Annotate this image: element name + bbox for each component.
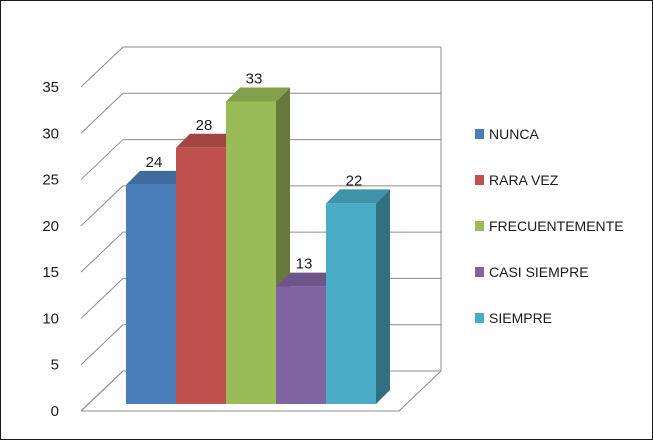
y-tick-label: 15	[42, 264, 59, 281]
legend-swatch	[475, 313, 484, 323]
bar-front	[226, 101, 276, 404]
bar-top	[226, 87, 290, 102]
gridline	[80, 139, 441, 180]
y-tick-label: 0	[51, 403, 59, 420]
legend-label: NUNCA	[489, 126, 539, 142]
legend-label: CASI SIEMPRE	[489, 264, 589, 280]
axis-line	[80, 370, 124, 412]
legend-item: FRECUENTEMENTE	[475, 218, 624, 234]
legend-item: CASI SIEMPRE	[475, 264, 589, 280]
bar-front	[126, 184, 176, 404]
legend-item: RARA VEZ	[475, 172, 559, 188]
gridline	[80, 185, 441, 227]
legend-item: NUNCA	[475, 126, 539, 142]
y-axis-ticks: 0 5 10 15 20 25 30 35	[42, 79, 59, 420]
y-tick-label: 5	[51, 357, 59, 374]
legend: NUNCA RARA VEZ FRECUENTEMENTE CASI SIEMPRE S…	[475, 126, 624, 326]
bar-front	[326, 203, 376, 404]
legend-label: FRECUENTEMENTE	[489, 218, 624, 234]
bar-siempre	[326, 189, 390, 404]
gridline	[80, 46, 441, 88]
bar-side	[376, 189, 390, 404]
legend-swatch	[475, 175, 484, 185]
data-labels: 24 28 33 13 22	[146, 71, 363, 273]
legend-swatch	[475, 267, 484, 277]
legend-label: RARA VEZ	[489, 172, 559, 188]
data-label: 33	[246, 71, 263, 88]
bar-top	[276, 272, 340, 287]
gridline	[80, 92, 441, 134]
y-tick-label: 25	[42, 172, 59, 189]
bar-front	[276, 286, 326, 404]
floor-edge	[81, 370, 442, 412]
bar-front	[176, 147, 226, 405]
gridlines	[80, 46, 442, 412]
data-label: 22	[346, 172, 363, 189]
legend-item: SIEMPRE	[475, 310, 552, 326]
y-tick-label: 30	[42, 125, 59, 142]
legend-label: SIEMPRE	[489, 310, 552, 326]
y-tick-label: 35	[42, 79, 59, 96]
y-tick-label: 10	[42, 310, 59, 327]
y-tick-label: 20	[42, 218, 59, 235]
bar-top	[126, 170, 190, 185]
bar-top	[326, 189, 390, 204]
legend-swatch	[475, 221, 484, 231]
legend-swatch	[475, 129, 484, 139]
bars	[126, 87, 390, 405]
data-label: 24	[146, 154, 163, 171]
bar-top	[176, 133, 240, 148]
data-label: 28	[196, 117, 213, 134]
data-label: 13	[296, 256, 313, 273]
